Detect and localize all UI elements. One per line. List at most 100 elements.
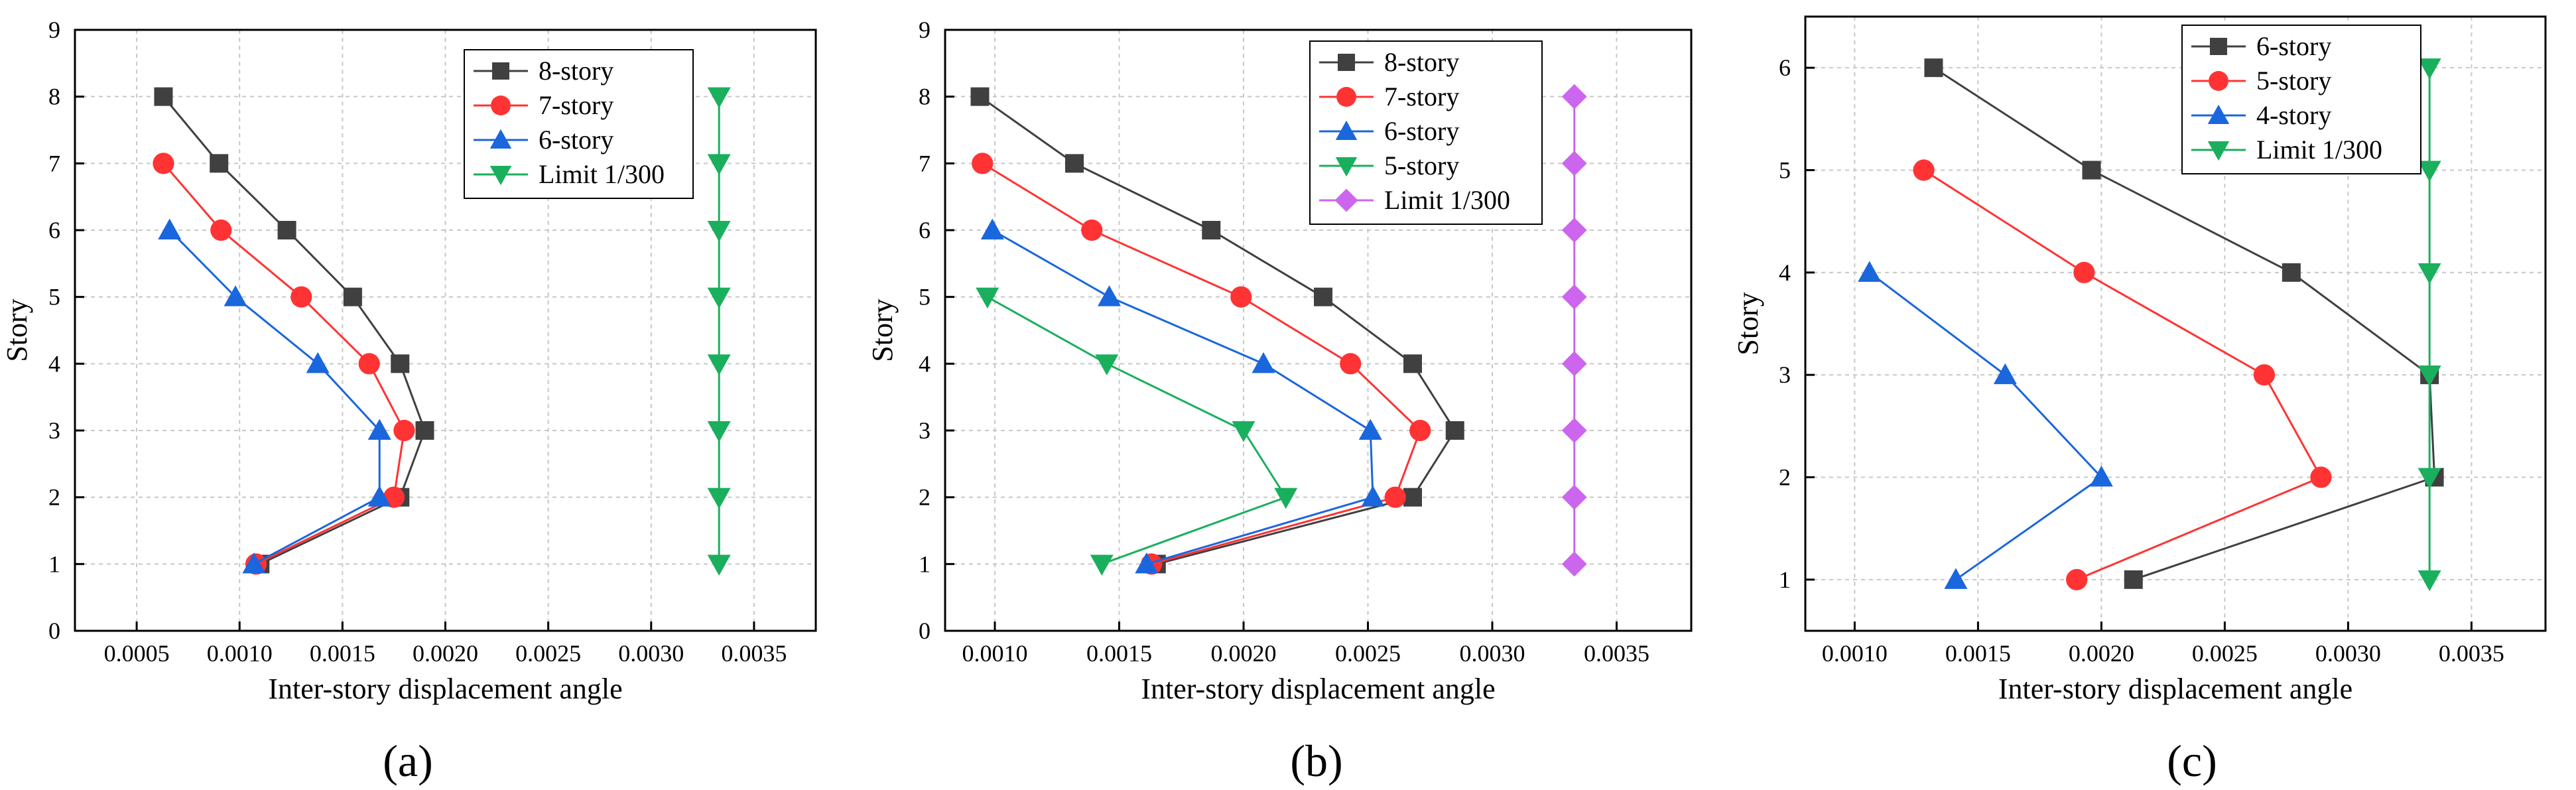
- data-point: [2417, 58, 2441, 80]
- data-point: [1230, 286, 1252, 308]
- data-point: [1384, 486, 1406, 508]
- data-point: [367, 419, 391, 440]
- data-point: [980, 218, 1004, 239]
- legend: 6-story 5-story 4-story Limit 1/300: [2181, 25, 2421, 174]
- legend-label: 8-story: [1384, 47, 1459, 77]
- series-line: [979, 96, 1456, 565]
- data-point: [1340, 353, 1362, 375]
- legend-marker: [1336, 87, 1356, 107]
- data-point: [154, 87, 173, 106]
- data-point: [2417, 570, 2441, 592]
- x-tick-label: 0.0010: [207, 640, 273, 667]
- data-point: [1561, 284, 1587, 310]
- legend-label: 5-story: [1384, 151, 1459, 180]
- y-tick-label: 7: [919, 150, 931, 176]
- y-tick-label: 5: [48, 284, 60, 310]
- y-tick-label: 9: [48, 17, 60, 43]
- chart-panel-b: 0.0010 0.0015 0.0020 0.0025 0.0030 0.0035 0 1 2 3…: [866, 17, 1693, 786]
- x-axis-label: Inter-story displacement angle: [1998, 673, 2352, 705]
- data-point: [2417, 161, 2441, 182]
- series-5-story: [1913, 159, 2332, 590]
- data-point: [158, 218, 182, 239]
- data-point: [391, 354, 410, 373]
- y-tick-label: 5: [1779, 157, 1791, 184]
- data-point: [707, 488, 731, 509]
- y-tick-label: 1: [48, 551, 60, 577]
- data-point: [393, 419, 415, 442]
- chart-panel-a: 0.0005 0.0010 0.0015 0.0020 0.0025 0.0030 0.00…: [1, 17, 817, 786]
- data-point: [707, 221, 731, 242]
- y-tick-label: 2: [1779, 464, 1791, 491]
- legend-marker: [1335, 120, 1358, 140]
- data-point: [1561, 351, 1587, 377]
- legend-label: 7-story: [539, 90, 613, 120]
- data-point: [367, 486, 391, 507]
- y-tick-label: 1: [1779, 566, 1791, 593]
- series-6-story: [980, 218, 1385, 574]
- data-point: [2066, 568, 2088, 590]
- data-point: [210, 154, 229, 173]
- panel-label: (a): [383, 736, 432, 786]
- x-tick-label: 0.0030: [1460, 640, 1525, 667]
- legend-marker: [2209, 71, 2228, 91]
- legend-marker: [489, 166, 512, 186]
- y-tick-label: 1: [919, 551, 931, 577]
- x-tick-label: 0.0015: [1086, 640, 1152, 667]
- series-4-story: [1858, 261, 2113, 589]
- y-tick-label: 4: [1779, 259, 1791, 286]
- data-point: [1924, 58, 1943, 78]
- x-tick-label: 0.0015: [310, 640, 375, 667]
- series-line: [168, 229, 381, 565]
- x-tick-label: 0.0035: [1584, 640, 1649, 667]
- data-point: [2082, 161, 2101, 180]
- x-tick-label: 0.0035: [721, 640, 787, 667]
- data-point: [1232, 421, 1256, 442]
- data-point: [970, 87, 990, 106]
- legend-marker: [2207, 141, 2230, 161]
- legend-marker: [489, 129, 512, 149]
- data-point: [1358, 419, 1382, 440]
- data-point: [1403, 488, 1422, 507]
- legend-label: 6-story: [539, 125, 613, 155]
- data-point: [1913, 159, 1935, 181]
- data-point: [277, 221, 296, 239]
- legend-label: 6-story: [1384, 116, 1459, 146]
- x-tick-label: 0.0010: [1822, 640, 1888, 667]
- data-point: [2282, 263, 2301, 282]
- x-axis-label: Inter-story displacement angle: [1141, 673, 1495, 705]
- x-axis-label: Inter-story displacement angle: [268, 673, 622, 705]
- plot-frame: [1804, 15, 2547, 632]
- panel-label: (b): [1290, 736, 1342, 786]
- legend-marker: [2207, 104, 2230, 124]
- y-tick-label: 6: [1779, 54, 1791, 81]
- legend-label: Limit 1/300: [1384, 185, 1510, 215]
- data-point: [1944, 568, 1968, 589]
- data-point: [153, 153, 174, 174]
- x-tick-label: 0.0005: [104, 640, 170, 667]
- data-point: [2089, 466, 2113, 487]
- x-tick-label: 0.0025: [1335, 640, 1401, 667]
- data-point: [707, 287, 731, 309]
- data-point: [2417, 365, 2441, 387]
- data-point: [1858, 261, 1882, 282]
- x-tick-label: 0.0015: [1945, 640, 2011, 667]
- data-point: [707, 555, 731, 576]
- legend-marker: [1335, 157, 1358, 177]
- data-point: [290, 286, 312, 308]
- data-point: [707, 154, 731, 175]
- data-point: [1445, 421, 1464, 440]
- series-line: [1868, 271, 2103, 581]
- legend-label: 6-story: [2256, 31, 2331, 61]
- chart-panel-c: 0.0010 0.0015 0.0020 0.0025 0.0030 0.0035 1 2 3 4…: [1732, 15, 2547, 786]
- legend-label: Limit 1/300: [539, 159, 665, 189]
- data-point: [2073, 261, 2095, 283]
- data-point: [2310, 466, 2332, 488]
- data-point: [1361, 486, 1385, 507]
- y-axis-label: Story: [1, 298, 33, 362]
- y-tick-label: 5: [919, 284, 931, 310]
- legend-marker: [1334, 188, 1358, 212]
- data-point: [1135, 552, 1159, 574]
- data-point: [242, 552, 266, 574]
- y-tick-label: 3: [919, 417, 931, 444]
